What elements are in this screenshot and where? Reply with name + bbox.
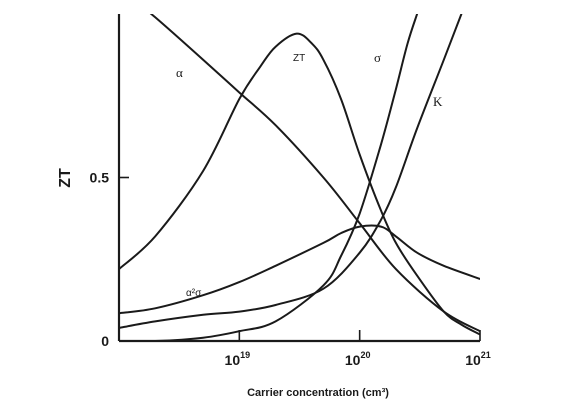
zt-label: ZT xyxy=(293,53,305,64)
curves-group xyxy=(119,14,480,341)
x-tick-label: 1019 xyxy=(225,350,251,368)
k-label: K xyxy=(433,94,443,109)
series-line-0 xyxy=(149,14,480,333)
series-line-2 xyxy=(119,14,419,341)
curve-labels-group: α ZT σ K α²σ xyxy=(176,50,443,299)
alpha2sigma-label: α²σ xyxy=(186,288,202,299)
x-tick-label: 1020 xyxy=(345,350,371,368)
y-axis-title: ZT xyxy=(57,168,74,188)
y-tick-label: 0.5 xyxy=(90,170,110,186)
y-tick-label: 0 xyxy=(101,333,109,349)
x-tick-label: 1021 xyxy=(465,350,491,368)
series-line-1 xyxy=(119,32,480,336)
x-axis-title: Carrier concentration (cm³) xyxy=(247,387,389,399)
sigma-label: σ xyxy=(374,50,381,65)
y-ticks-group: 00.5 xyxy=(90,170,129,349)
series-line-3 xyxy=(119,14,463,329)
series-line-4 xyxy=(119,224,480,315)
alpha-label: α xyxy=(176,65,183,80)
x-ticks-group: 1019 1020 1021 xyxy=(225,330,491,368)
